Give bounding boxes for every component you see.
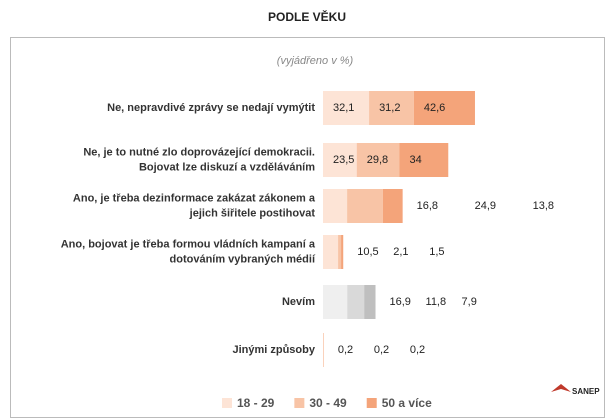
bar-segment [323, 143, 357, 177]
value-label: 0,2 [374, 344, 389, 356]
bar-segment [356, 143, 400, 177]
category-label: Ano, bojovat je třeba formou vládních ka… [61, 238, 316, 265]
value-label: 31,2 [379, 102, 400, 114]
bar-segment [399, 143, 449, 177]
value-label: 16,8 [417, 200, 438, 212]
value-label: 13,8 [533, 200, 554, 212]
category-label: Jinými způsoby [232, 344, 315, 356]
bar-segment [364, 285, 376, 319]
chart-title: PODLE VĚKU [268, 9, 346, 24]
logo: SANEP [551, 384, 600, 396]
bar-segment [338, 235, 342, 269]
bar-segment [323, 189, 348, 223]
bar-segment [347, 285, 365, 319]
bar-segment [323, 285, 348, 319]
value-label: 2,1 [393, 246, 408, 258]
bar-segment [323, 91, 370, 125]
category-label: Ano, je třeba dezinformace zakázat zákon… [73, 192, 316, 219]
value-label: 34 [409, 154, 421, 166]
chart-subtitle: (vyjádřeno v %) [277, 55, 354, 67]
frame [10, 37, 605, 418]
value-label: 0,2 [410, 344, 425, 356]
value-label: 24,9 [475, 200, 496, 212]
legend-label: 30 - 49 [309, 396, 347, 410]
value-label: 16,9 [390, 296, 411, 308]
bar-segment [341, 235, 344, 269]
bar-segment [369, 91, 414, 125]
legend-label: 50 a více [382, 396, 432, 410]
value-label: 32,1 [333, 102, 354, 114]
bar-segment [413, 91, 475, 125]
legend-swatch [366, 398, 377, 408]
value-label: 1,5 [429, 246, 444, 258]
value-label: 11,8 [426, 296, 447, 308]
value-label: 23,5 [333, 154, 354, 166]
logo-text: SANEP [572, 387, 600, 396]
category-label: Ne, je to nutné zlo doprovázející demokr… [83, 146, 315, 173]
bar-segment [347, 189, 383, 223]
value-label: 29,8 [367, 154, 388, 166]
category-label: Ne, nepravdivé zprávy se nedají vymýtit [107, 102, 315, 114]
logo-icon [551, 384, 571, 392]
legend-label: 18 - 29 [237, 396, 275, 410]
value-label: 7,9 [462, 296, 477, 308]
legend-swatch [294, 398, 305, 408]
value-label: 10,5 [357, 246, 378, 258]
category-label: Nevím [282, 296, 315, 308]
value-label: 42,6 [424, 102, 445, 114]
value-label: 0,2 [338, 344, 353, 356]
bar-segment [382, 189, 403, 223]
bar-segment [323, 235, 339, 269]
legend-swatch [222, 398, 232, 408]
